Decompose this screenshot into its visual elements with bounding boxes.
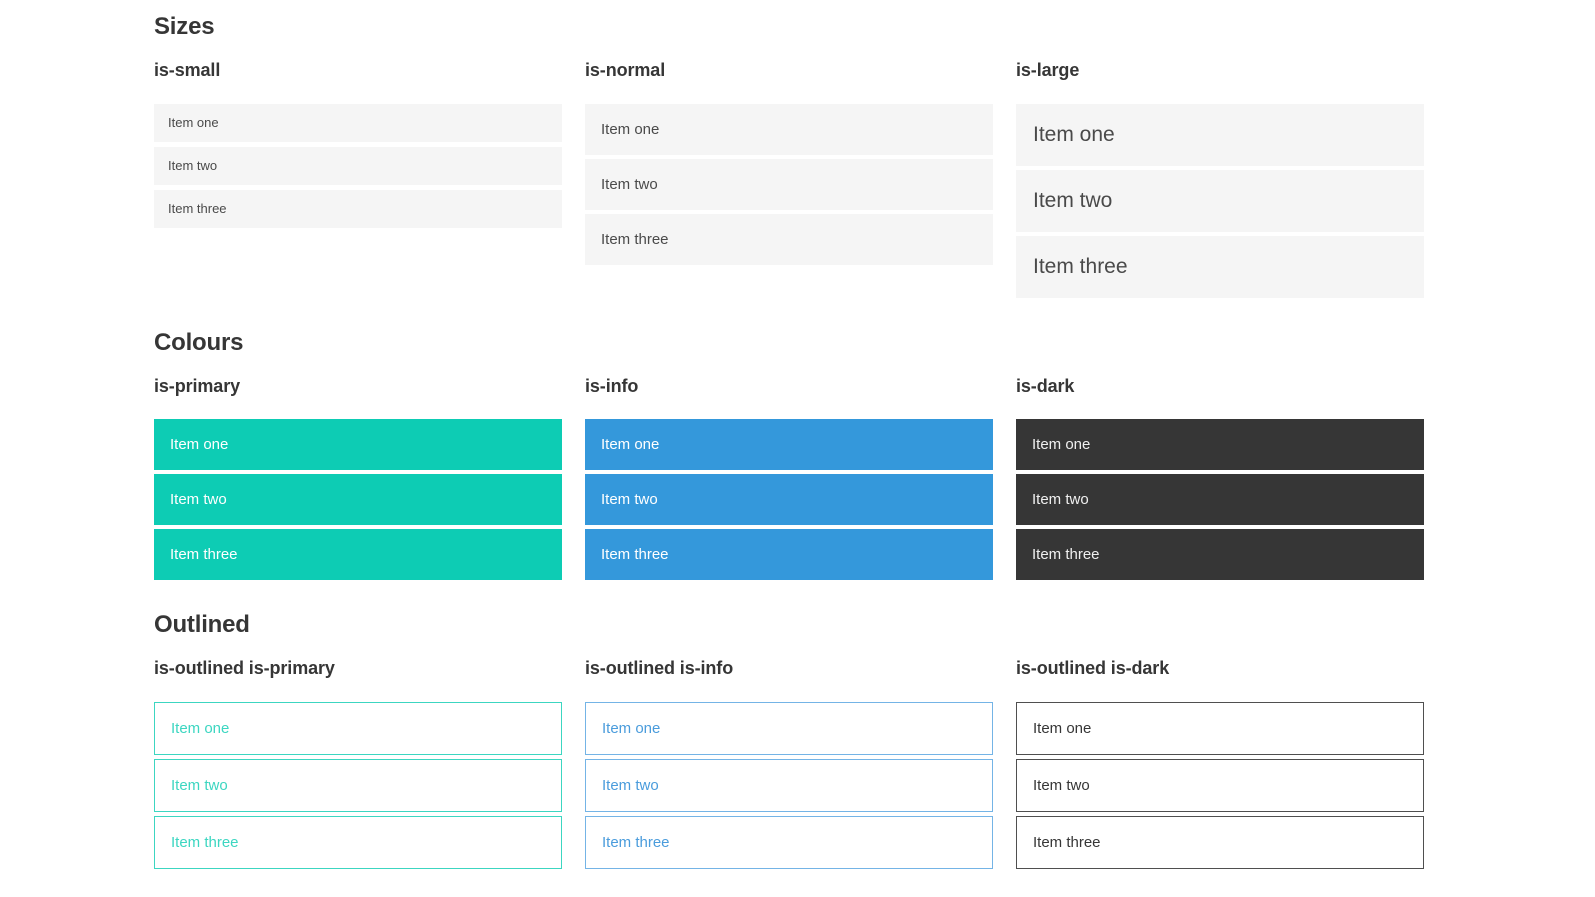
list-item[interactable]: Item two: [1016, 474, 1424, 525]
item-list-large: Item one Item two Item three: [1016, 103, 1424, 298]
variant-column-info: is-info Item one Item two Item three: [585, 375, 993, 585]
list-item[interactable]: Item one: [585, 701, 993, 755]
section-outlined: Outlined is-outlined is-primary Item one I…: [154, 610, 1440, 873]
item-list-dark: Item one Item two Item three: [1016, 419, 1424, 580]
list-item[interactable]: Item two: [154, 474, 562, 525]
variant-label-info: is-info: [585, 375, 639, 396]
outlined-columns: is-outlined is-primary Item one Item two It…: [154, 657, 1440, 873]
component-demo-page: Sizes is-small Item one Item two Item three…: [154, 12, 1440, 873]
variant-label-outlined-info: is-outlined is-info: [585, 658, 734, 678]
variant-column-large: is-large Item one Item two Item three: [1016, 59, 1424, 302]
item-list-outlined-info: Item one Item two Item three: [585, 701, 993, 869]
list-item[interactable]: Item three: [1016, 815, 1424, 869]
list-item[interactable]: Item three: [585, 529, 993, 580]
variant-column-outlined-info: is-outlined is-info Item one Item two Item …: [585, 657, 993, 873]
variant-label-primary: is-primary: [154, 375, 241, 396]
variant-column-outlined-dark: is-outlined is-dark Item one Item two Item …: [1016, 657, 1424, 873]
item-list-normal: Item one Item two Item three: [585, 103, 993, 265]
list-item[interactable]: Item one: [585, 419, 993, 470]
list-item[interactable]: Item one: [154, 701, 562, 755]
list-item[interactable]: Item two: [154, 146, 562, 185]
list-item[interactable]: Item one: [1016, 419, 1424, 470]
list-item[interactable]: Item one: [154, 419, 562, 470]
variant-column-small: is-small Item one Item two Item three: [154, 59, 562, 302]
list-item[interactable]: Item three: [1016, 235, 1424, 298]
section-sizes: Sizes is-small Item one Item two Item three…: [154, 12, 1440, 302]
list-item[interactable]: Item two: [585, 474, 993, 525]
variant-column-normal: is-normal Item one Item two Item three: [585, 59, 993, 302]
section-title-outlined: Outlined: [154, 611, 250, 638]
list-item[interactable]: Item two: [1016, 758, 1424, 812]
list-item[interactable]: Item two: [154, 758, 562, 812]
item-list-info: Item one Item two Item three: [585, 419, 993, 580]
colours-columns: is-primary Item one Item two Item three is-i…: [154, 375, 1440, 585]
list-item[interactable]: Item one: [585, 103, 993, 155]
item-list-primary: Item one Item two Item three: [154, 419, 562, 580]
list-item[interactable]: Item three: [154, 529, 562, 580]
item-list-outlined-dark: Item one Item two Item three: [1016, 701, 1424, 869]
list-item[interactable]: Item three: [154, 815, 562, 869]
list-item[interactable]: Item one: [1016, 103, 1424, 166]
variant-label-outlined-dark: is-outlined is-dark: [1016, 658, 1170, 678]
list-item[interactable]: Item one: [154, 103, 562, 142]
list-item[interactable]: Item three: [585, 815, 993, 869]
list-item[interactable]: Item three: [154, 189, 562, 228]
variant-column-dark: is-dark Item one Item two Item three: [1016, 375, 1424, 585]
section-title-colours: Colours: [154, 328, 244, 356]
list-item[interactable]: Item three: [1016, 529, 1424, 580]
item-list-small: Item one Item two Item three: [154, 103, 562, 228]
variant-label-large: is-large: [1016, 60, 1080, 80]
variant-label-outlined-primary: is-outlined is-primary: [154, 658, 335, 678]
variant-column-primary: is-primary Item one Item two Item three: [154, 375, 562, 585]
variant-label-normal: is-normal: [585, 60, 666, 80]
list-item[interactable]: Item one: [1016, 701, 1424, 755]
variant-label-small: is-small: [154, 60, 221, 80]
list-item[interactable]: Item two: [585, 158, 993, 210]
variant-column-outlined-primary: is-outlined is-primary Item one Item two It…: [154, 657, 562, 873]
section-colours: Colours is-primary Item one Item two Item t…: [154, 328, 1440, 585]
list-item[interactable]: Item three: [585, 213, 993, 265]
section-title-sizes: Sizes: [154, 13, 215, 40]
sizes-columns: is-small Item one Item two Item three is-nor…: [154, 59, 1440, 302]
variant-label-dark: is-dark: [1016, 375, 1075, 396]
list-item[interactable]: Item two: [1016, 169, 1424, 232]
item-list-outlined-primary: Item one Item two Item three: [154, 701, 562, 869]
list-item[interactable]: Item two: [585, 758, 993, 812]
